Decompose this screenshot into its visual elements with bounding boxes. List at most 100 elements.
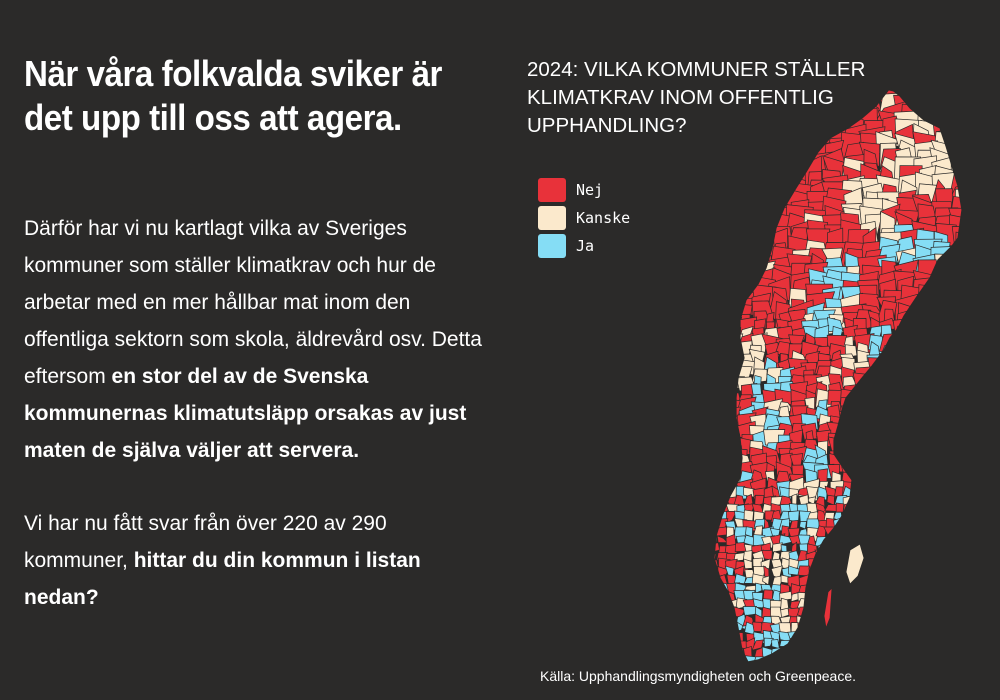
municipality-region — [891, 405, 911, 422]
municipality-region — [700, 607, 711, 619]
municipality-region — [817, 629, 830, 642]
municipality-region — [822, 97, 845, 115]
municipality-region — [891, 420, 913, 436]
municipality-region — [700, 591, 711, 604]
municipality-region — [851, 493, 863, 507]
municipality-region — [714, 217, 735, 244]
municipality-region — [959, 501, 962, 516]
municipality-region — [716, 608, 726, 619]
municipality-region — [852, 630, 861, 641]
municipality-region — [714, 250, 739, 267]
municipality-region — [949, 276, 962, 303]
municipality-region — [953, 485, 962, 499]
municipality-region — [891, 456, 912, 471]
municipality-region — [714, 318, 715, 335]
municipality-region — [870, 632, 883, 645]
municipality-region — [852, 487, 864, 501]
municipality-region — [862, 645, 874, 662]
municipality-region — [852, 471, 870, 492]
municipality-region — [714, 280, 739, 300]
municipality-region — [714, 142, 720, 164]
municipality-region — [767, 161, 795, 182]
municipality-region — [844, 455, 860, 474]
municipality-region — [931, 310, 949, 328]
municipality-region — [767, 140, 788, 164]
municipality-region — [879, 361, 893, 380]
municipality-region — [892, 478, 908, 497]
municipality-region — [877, 630, 890, 642]
municipality-region — [953, 663, 961, 668]
municipality-region — [749, 117, 771, 153]
municipality-region — [948, 127, 962, 150]
municipality-region — [957, 455, 962, 474]
municipality-region — [958, 415, 962, 428]
municipality-region — [930, 436, 948, 456]
municipality-region — [731, 225, 756, 246]
municipality-region — [908, 421, 924, 440]
municipality-region — [922, 557, 936, 571]
municipality-region — [896, 472, 910, 486]
municipality-region — [950, 504, 962, 517]
municipality-region — [906, 477, 921, 495]
municipality-region — [932, 573, 945, 589]
municipality-region — [714, 397, 730, 420]
municipality-region — [948, 302, 962, 328]
municipality-region — [852, 372, 870, 394]
municipality-region — [944, 664, 953, 668]
municipality-region — [722, 361, 740, 377]
municipality-region — [933, 525, 945, 539]
municipality-region — [957, 392, 962, 406]
municipality-region — [724, 423, 739, 438]
municipality-region — [944, 309, 961, 327]
municipality-region — [832, 631, 849, 643]
municipality-region — [947, 245, 962, 281]
municipality-region — [952, 113, 962, 131]
municipality-region — [852, 617, 864, 627]
municipality-region — [932, 486, 946, 501]
municipality-region — [913, 630, 929, 646]
municipality-region — [904, 526, 918, 541]
municipality-region — [932, 605, 947, 616]
municipality-region — [700, 599, 707, 611]
municipality-region — [861, 495, 876, 508]
municipality-region — [943, 319, 962, 338]
municipality-region — [880, 413, 900, 436]
municipality-region — [907, 369, 920, 389]
municipality-region — [904, 352, 921, 368]
municipality-region — [867, 375, 887, 392]
municipality-region — [944, 327, 962, 343]
municipality-region — [749, 167, 780, 192]
municipality-region — [914, 653, 930, 662]
municipality-region — [950, 640, 962, 650]
municipality-region — [716, 485, 728, 501]
municipality-region — [714, 108, 734, 132]
legend-swatch-kanske — [538, 206, 566, 230]
municipality-region — [843, 526, 856, 538]
municipality-region — [959, 561, 962, 568]
municipality-region — [714, 163, 726, 188]
paragraph-1-emphasis: en stor del av de Svenska kommunernas kl… — [24, 365, 467, 462]
municipality-region — [925, 591, 938, 599]
municipality-region — [905, 629, 919, 643]
municipality-region — [714, 248, 725, 272]
municipality-region — [932, 406, 953, 427]
municipality-region — [877, 535, 891, 547]
municipality-region — [797, 565, 811, 577]
municipality-region — [865, 447, 881, 465]
municipality-region — [724, 313, 738, 329]
municipality-region — [701, 502, 709, 515]
municipality-region — [920, 382, 934, 397]
municipality-region — [714, 203, 723, 235]
municipality-region — [940, 607, 956, 618]
municipality-region — [918, 328, 938, 343]
municipality-region — [892, 390, 911, 407]
municipality-region — [867, 405, 885, 423]
municipality-region — [945, 365, 962, 385]
municipality-region — [868, 597, 879, 610]
municipality-region — [940, 549, 953, 563]
municipality-region — [732, 227, 756, 258]
municipality-region — [898, 525, 908, 539]
municipality-region — [896, 592, 906, 603]
municipality-region — [944, 380, 961, 403]
municipality-region — [750, 94, 777, 118]
